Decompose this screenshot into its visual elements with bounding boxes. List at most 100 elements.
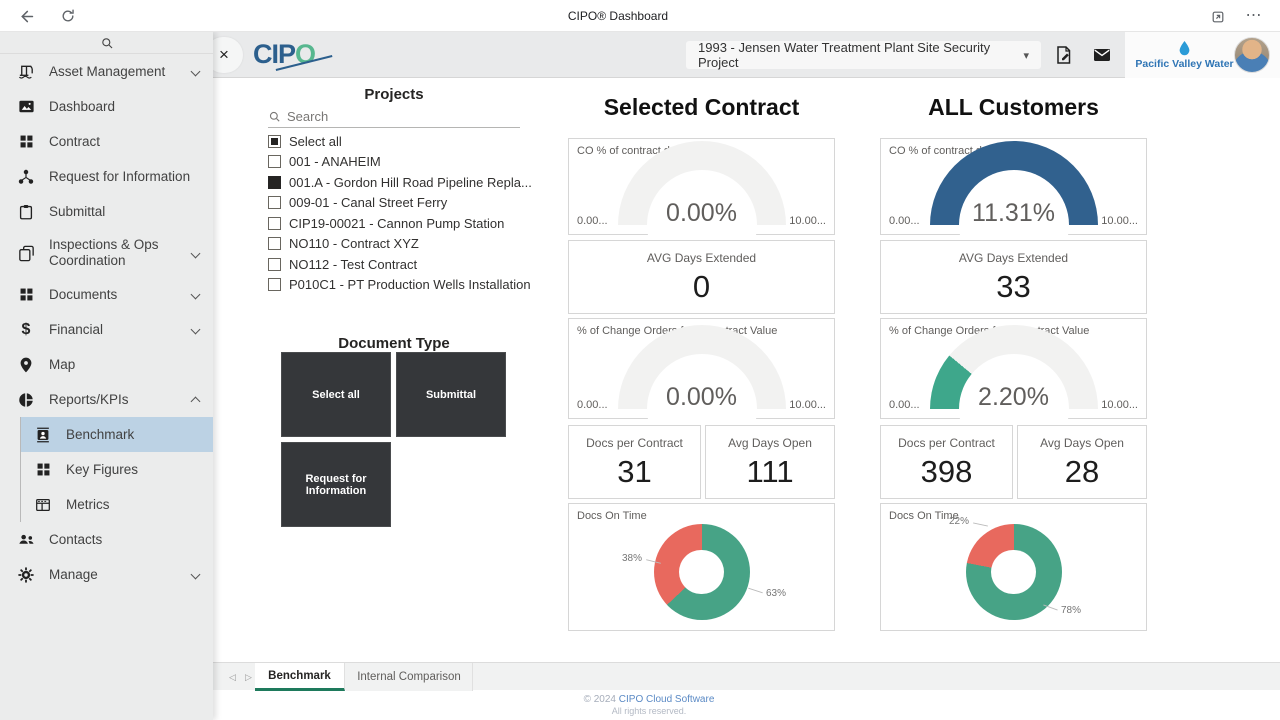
sidebar-item-label: Financial: [49, 321, 104, 337]
report-tabstrip: ◁ ▷ Benchmark Internal Comparison: [213, 662, 1280, 691]
kpi-card-docs-per-contract-selected: Docs per Contract 31: [568, 425, 701, 499]
sidebar-item-submittal[interactable]: Submittal: [0, 194, 213, 229]
sidebar-item-label: Metrics: [66, 496, 110, 512]
sidebar-item-contacts[interactable]: Contacts: [0, 522, 213, 557]
project-label: P010C1 - PT Production Wells Installatio…: [289, 277, 531, 293]
project-label: 009-01 - Canal Street Ferry: [289, 195, 448, 211]
grid-icon: [16, 285, 36, 305]
doctype-tile-select-all[interactable]: Select all: [281, 352, 391, 437]
gauge-max: 10.00...: [1101, 399, 1138, 411]
checkbox-icon: [268, 237, 281, 251]
sidebar-item-reports-kpis[interactable]: Reports/KPIs: [0, 382, 213, 417]
project-label: 001.A - Gordon Hill Road Pipeline Repla.…: [289, 174, 532, 190]
sidebar-item-key-figures[interactable]: Key Figures: [21, 452, 213, 487]
doctype-tile-submittal[interactable]: Submittal: [396, 352, 506, 437]
user-avatar[interactable]: [1234, 37, 1270, 73]
card-label: Avg Days Open: [1040, 436, 1124, 450]
sidebar-item-contract[interactable]: Contract: [0, 124, 213, 159]
sidebar-item-label: Benchmark: [66, 426, 135, 442]
donut-leader-line: [973, 522, 988, 527]
sidebar-item-inspections-ops[interactable]: Inspections & Ops Coordination: [0, 229, 213, 277]
gauge-min: 0.00...: [577, 399, 608, 411]
sidebar-item-asset-management[interactable]: Asset Management: [0, 54, 213, 89]
sidebar-item-label: Reports/KPIs: [49, 391, 129, 407]
document-type-title: Document Type: [338, 335, 450, 352]
footer: © 2024 CIPO Cloud Software All rights re…: [0, 694, 1280, 716]
pages-icon: [16, 243, 36, 263]
dollar-icon: $: [21, 320, 31, 338]
sidebar-item-label: Inspections & Ops Coordination: [49, 237, 159, 268]
projects-search-input[interactable]: [287, 109, 487, 124]
project-checkbox-row[interactable]: P010C1 - PT Production Wells Installatio…: [268, 275, 531, 296]
checkbox-icon: [268, 196, 281, 210]
sidebar-item-label: Documents: [49, 286, 118, 302]
sidebar-item-label: Dashboard: [49, 98, 116, 114]
project-checkbox-row[interactable]: NO110 - Contract XYZ: [268, 234, 520, 255]
chevron-up-icon: [190, 396, 201, 407]
project-label: NO110 - Contract XYZ: [289, 236, 419, 252]
mail-icon[interactable]: [1091, 44, 1113, 66]
project-checkbox-row[interactable]: Select all: [268, 131, 520, 152]
project-checkbox-row[interactable]: CIP19-00021 - Cannon Pump Station: [268, 213, 520, 234]
project-checkbox-row[interactable]: 009-01 - Canal Street Ferry: [268, 193, 520, 214]
project-checkbox-row[interactable]: NO112 - Test Contract: [268, 254, 520, 275]
sidebar-item-benchmark[interactable]: Benchmark: [21, 417, 213, 452]
donut-label-on-time: 63%: [766, 588, 787, 599]
chevron-down-icon: ▾: [1023, 49, 1029, 62]
checkbox-icon: [268, 175, 281, 189]
tab-prev-icon[interactable]: ◁: [229, 672, 236, 682]
sidebar-item-label: Manage: [49, 566, 98, 582]
sidebar-item-map[interactable]: Map: [0, 347, 213, 382]
kpi-value: 28: [1064, 454, 1100, 489]
sidebar-item-manage[interactable]: Manage: [0, 557, 213, 592]
gauge-value: 0.00%: [666, 383, 737, 411]
donut-chart: [965, 524, 1062, 621]
tab-benchmark[interactable]: Benchmark: [255, 663, 345, 691]
tab-next-icon[interactable]: ▷: [245, 672, 252, 682]
browser-bar: CIPO® Dashboard ⋯: [0, 0, 1280, 32]
sidebar-item-financial[interactable]: $ Financial: [0, 312, 213, 347]
sidebar-search[interactable]: [0, 32, 213, 54]
projects-search[interactable]: [268, 106, 520, 128]
gauge-min: 0.00...: [577, 215, 608, 227]
kpi-value: 111: [746, 454, 794, 489]
card-label: Docs per Contract: [586, 436, 683, 450]
back-icon[interactable]: [16, 6, 36, 26]
cipo-cloud-software-link[interactable]: CIPO Cloud Software: [618, 694, 715, 705]
browser-menu-icon[interactable]: ⋯: [1245, 7, 1263, 24]
sidebar-item-documents[interactable]: Documents: [0, 277, 213, 312]
project-label: CIP19-00021 - Cannon Pump Station: [289, 215, 505, 231]
project-checkbox-row[interactable]: 001 - ANAHEIM: [268, 152, 520, 173]
projects-panel: Projects Select all 001 - ANAHEIM 001.A …: [268, 86, 532, 296]
gauge-max: 10.00...: [789, 399, 826, 411]
gauge-value: 0.00%: [666, 199, 737, 227]
all-customers-title: ALL Customers: [928, 94, 1099, 120]
copyright-text: © 2024: [583, 694, 616, 705]
open-in-app-icon[interactable]: [1208, 7, 1228, 27]
image-icon: [16, 97, 36, 117]
project-checkbox-row[interactable]: 001.A - Gordon Hill Road Pipeline Repla.…: [268, 172, 532, 193]
sidebar-item-label: Key Figures: [66, 461, 139, 477]
projects-list: Select all 001 - ANAHEIM 001.A - Gordon …: [268, 131, 532, 296]
sidebar-item-request-for-information[interactable]: Request for Information: [0, 159, 213, 194]
card-label: AVG Days Extended: [646, 251, 757, 265]
project-selector-dropdown[interactable]: 1993 - Jensen Water Treatment Plant Site…: [686, 40, 1041, 70]
water-drop-icon: [1179, 41, 1190, 56]
donut-card-docs-on-time-all: Docs On Time 22% 78%: [880, 503, 1147, 631]
card-label: Docs On Time: [889, 510, 959, 522]
sign-document-icon[interactable]: [1053, 44, 1075, 66]
donut-card-docs-on-time-selected: Docs On Time 38% 63%: [568, 503, 835, 631]
kpi-value: 31: [617, 454, 652, 489]
sidebar-item-label: Contract: [49, 133, 101, 149]
kpi-card-avg-days-open-all: Avg Days Open 28: [1017, 425, 1147, 499]
donut-leader-line: [748, 587, 763, 594]
checkbox-icon: [268, 216, 281, 230]
doctype-tile-rfi[interactable]: Request for Information: [281, 442, 391, 527]
refresh-icon[interactable]: [58, 6, 78, 26]
customer-logo: Pacific Valley Water: [1135, 40, 1234, 70]
reports-submenu: Benchmark Key Figures Metrics: [20, 417, 213, 522]
projects-title: Projects: [364, 86, 424, 103]
tab-internal-comparison[interactable]: Internal Comparison: [346, 663, 473, 691]
sidebar-item-metrics[interactable]: Metrics: [21, 487, 213, 522]
sidebar-item-dashboard[interactable]: Dashboard: [0, 89, 213, 124]
